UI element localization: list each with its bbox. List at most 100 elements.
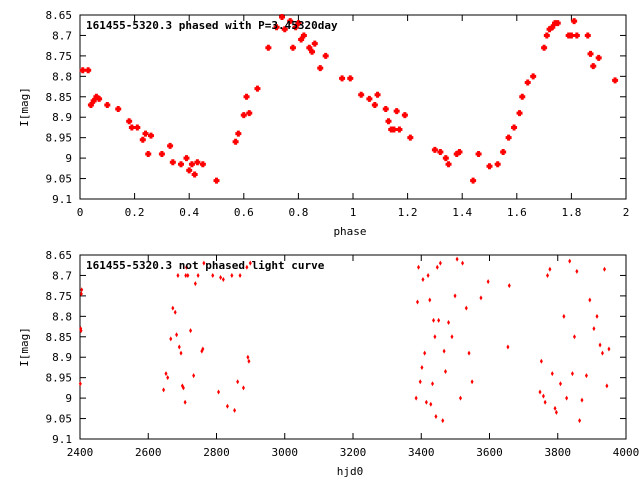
data-point: [246, 110, 253, 117]
data-point: [300, 32, 307, 39]
data-point: [183, 155, 190, 162]
data-point: [546, 272, 550, 278]
data-point: [358, 91, 365, 98]
chart-title: 161455-5320.3 phased with P=3.45320day: [86, 19, 338, 32]
data-point: [421, 277, 425, 283]
data-point: [568, 258, 572, 264]
data-point: [196, 272, 200, 278]
data-point: [192, 373, 196, 379]
data-point: [213, 177, 220, 184]
data-point: [139, 136, 146, 143]
data-point: [530, 73, 537, 80]
data-point: [236, 379, 240, 385]
phased-light-curve-panel: 0 0.2 0.4 0.6 0.8 1 1.2 1.4 1.6 1.8 2 8.658.78.758…: [18, 9, 629, 238]
data-point: [612, 77, 619, 84]
data-point: [598, 342, 602, 348]
data-point: [588, 297, 592, 303]
data-point: [428, 297, 432, 303]
data-point: [573, 32, 580, 39]
data-point: [287, 18, 294, 25]
data-point: [550, 371, 554, 377]
data-point: [437, 317, 441, 323]
data-point: [429, 401, 433, 407]
data-point: [578, 418, 582, 424]
data-point: [470, 379, 474, 385]
data-point: [592, 326, 596, 332]
y-tick-label: 8.7: [52, 269, 72, 282]
data-point: [590, 63, 597, 70]
data-point: [385, 118, 392, 125]
y-tick-labels: 8.65 8.7 8.75 8.8 8.85 8.9 8.95 9 9.05 9.1: [46, 9, 73, 206]
y-tick-label: 8.75: [46, 50, 73, 63]
x-tick-label: 2: [623, 206, 630, 219]
x-tick-label: 3000: [272, 446, 299, 459]
data-point: [442, 348, 446, 354]
data-point: [145, 151, 152, 158]
data-point: [453, 293, 457, 299]
data-point: [505, 134, 512, 141]
y-tick-label: 9.1: [52, 433, 72, 446]
data-point: [238, 272, 242, 278]
data-points: [79, 14, 619, 184]
data-point: [507, 283, 511, 289]
data-point: [254, 85, 261, 92]
data-point: [211, 272, 215, 278]
data-point: [248, 260, 252, 266]
data-point: [519, 93, 526, 100]
data-point: [225, 403, 229, 409]
data-point: [191, 171, 198, 178]
data-point: [80, 287, 84, 293]
data-point: [232, 138, 239, 145]
data-point: [456, 148, 463, 155]
data-point: [85, 67, 92, 74]
data-point: [558, 381, 562, 387]
data-point: [437, 148, 444, 155]
data-point: [603, 266, 607, 272]
data-point: [442, 155, 449, 162]
data-point: [178, 161, 185, 168]
x-tick-label: 2600: [135, 446, 162, 459]
data-point: [494, 161, 501, 168]
data-point: [584, 32, 591, 39]
data-point: [241, 385, 245, 391]
data-point: [424, 399, 428, 405]
data-point: [435, 264, 439, 270]
x-tick-label: 0.8: [288, 206, 308, 219]
x-tick-label: 4000: [613, 446, 640, 459]
y-tick-label: 8.95: [46, 132, 73, 145]
x-tick-label: 1.6: [507, 206, 527, 219]
data-point: [219, 274, 223, 280]
data-point: [543, 399, 547, 405]
data-point: [371, 101, 378, 108]
data-point: [311, 40, 318, 47]
data-point: [246, 354, 250, 360]
x-tick-label: 0: [77, 206, 84, 219]
x-tick-label: 3400: [408, 446, 435, 459]
data-point: [575, 268, 579, 274]
data-point: [543, 32, 550, 39]
data-point: [322, 52, 329, 59]
data-point: [600, 350, 604, 356]
data-point: [541, 393, 545, 399]
data-points: [78, 256, 611, 424]
axis-ticks: [79, 14, 627, 200]
data-point: [217, 389, 221, 395]
y-tick-label: 9: [65, 392, 72, 405]
data-point: [417, 264, 421, 270]
data-point: [570, 371, 574, 377]
plot-frame: [79, 254, 627, 440]
data-point: [605, 383, 609, 389]
data-point: [104, 101, 111, 108]
data-point: [415, 299, 419, 305]
unphased-light-curve-panel: 2400 2600 2800 3000 3200 3400 3600 3800 4000 8.6…: [18, 249, 639, 478]
data-point: [202, 260, 206, 266]
data-point: [179, 350, 183, 356]
y-tick-label: 8.9: [52, 351, 72, 364]
data-point: [390, 126, 397, 133]
data-point: [382, 106, 389, 113]
data-point: [126, 118, 133, 125]
data-point: [584, 373, 588, 379]
data-point: [426, 272, 430, 278]
y-tick-label: 9.05: [46, 173, 73, 186]
data-point: [147, 132, 154, 139]
